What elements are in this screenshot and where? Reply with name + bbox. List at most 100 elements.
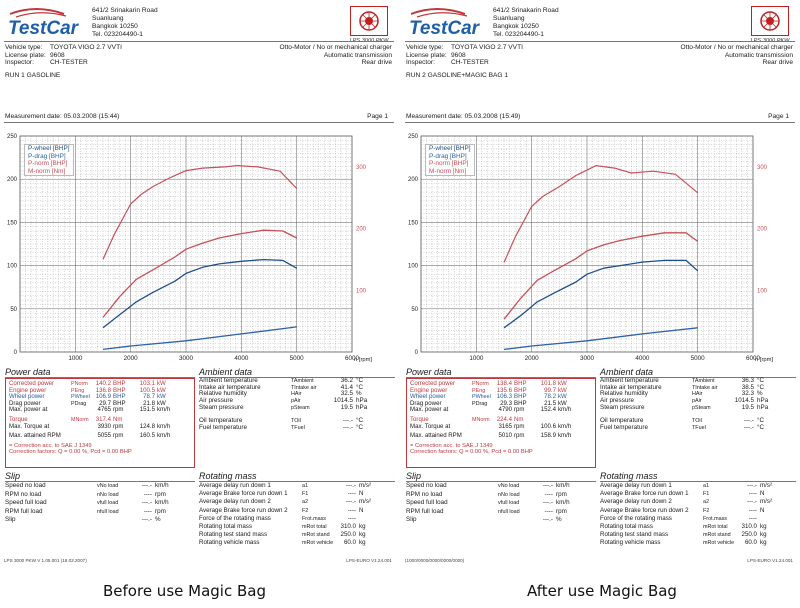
max-torque-label: Max. Torque at xyxy=(9,422,50,430)
inspector: CH-TESTER xyxy=(451,59,489,67)
max-rpm-unit: rpm xyxy=(113,432,124,440)
ambient-unit: hPa xyxy=(757,397,769,405)
rotating-value: ---.- xyxy=(346,498,356,506)
ambient-row: Steam pressure pSteam 19.5 hPa xyxy=(199,404,395,412)
legend-item-p-norm: P-norm [BHP] xyxy=(429,160,469,168)
rotating-unit: m/s² xyxy=(760,498,773,506)
ambient-value: 41.4 xyxy=(340,383,353,391)
address-line: Bangkok 10250 xyxy=(493,23,539,30)
rotating-unit: kg xyxy=(359,539,366,547)
ambient-label: Intake air temperature xyxy=(199,383,261,391)
max-rpm-speed: 158.9 xyxy=(540,432,556,440)
ambient-symbol xyxy=(291,411,321,418)
chart-legend: P-wheel [BHP] P-drag [BHP] P-norm [BHP] … xyxy=(425,144,475,177)
legend-item-p-drag: P-drag [BHP] xyxy=(28,152,66,160)
slip-label: Speed no load xyxy=(5,482,46,489)
power-value-bhp: 106.9 xyxy=(95,393,111,401)
power-unit-bhp: rpm xyxy=(514,406,525,414)
company-address: 641/2 Srinakarin Road Suanluang Bangkok … xyxy=(493,7,559,39)
engine-config: Otto-Motor / No or mechanical charger Au… xyxy=(279,44,392,67)
rotating-row: Average Brake force run down 1 F1 ---- N xyxy=(600,490,796,498)
ambient-symbol: pSteam xyxy=(692,404,711,411)
rotating-unit: kg xyxy=(760,522,767,530)
rotating-row: Average Brake force run down 1 F1 ---- N xyxy=(199,490,395,498)
y-right-tick-label: 300 xyxy=(356,165,367,171)
slip-title: Slip xyxy=(5,471,195,482)
x-tick-label: 3000 xyxy=(179,355,194,362)
series-line-m-norm xyxy=(102,164,298,260)
vehicle-info: Vehicle type: TOYOTA VIGO 2.7 VVTI Licens… xyxy=(406,44,523,67)
slip-unit: km/h xyxy=(155,499,169,507)
rotating-unit: N xyxy=(359,506,364,514)
x-tick-label: 1000 xyxy=(469,355,484,362)
power-unit-bhp: BHP xyxy=(514,399,527,407)
power-unit-kw: km/h xyxy=(157,406,171,414)
slip-rows: Speed no load vNo load ---.- km/h RPM no loa… xyxy=(5,482,195,525)
rotating-value: ---.- xyxy=(346,482,356,489)
slip-section: Slip Speed no load vNo load ---.- km/h RPM n… xyxy=(5,471,195,525)
slip-row: Speed full load vfull load ---.- km/h xyxy=(406,499,596,508)
rotating-value: 60.0 xyxy=(744,539,757,547)
slip-section: Slip Speed no load vNo load ---.- km/h RPM n… xyxy=(406,471,596,525)
slip-row: Speed no load vNo load ---.- km/h xyxy=(406,482,596,491)
slip-rows: Speed no load vNo load ---.- km/h RPM no loa… xyxy=(406,482,596,525)
power-value-bhp: 4765 xyxy=(97,406,111,414)
slip-unit: % xyxy=(155,516,161,524)
slip-label: Slip xyxy=(406,516,417,524)
power-symbol xyxy=(71,407,93,414)
address-line: 641/2 Srinakarin Road xyxy=(92,7,158,14)
ambient-row: Relative humidity HAir 32.3% xyxy=(600,391,796,398)
license-plate-label: License plate: xyxy=(406,51,447,59)
power-value-kw: 100.5 xyxy=(139,386,155,394)
ambient-value: 19.5 xyxy=(741,403,754,411)
power-unit-bhp: rpm xyxy=(113,406,124,414)
ambient-unit: % xyxy=(757,390,763,398)
power-label: Wheel power xyxy=(410,393,446,401)
ambient-row: Air pressure pAir 1014.5 hPa xyxy=(199,397,395,405)
rotating-label: Average delay run down 2 xyxy=(600,498,672,506)
legend-item-p-wheel: P-wheel [BHP] xyxy=(429,145,471,152)
inspector-label: Inspector: xyxy=(5,59,34,67)
ambient-value: ---.- xyxy=(342,417,353,425)
power-value-kw: 78.7 xyxy=(143,393,155,401)
power-label: Engine power xyxy=(9,386,47,394)
max-rpm-value: 5055 xyxy=(97,432,111,440)
max-torque-speed-unit: km/h xyxy=(558,422,572,430)
rotating-symbol: mRot stand xyxy=(302,532,330,539)
power-value-bhp: 29.7 xyxy=(99,399,111,407)
y-tick-label: 250 xyxy=(7,134,18,140)
power-data-title: Power data xyxy=(406,367,596,378)
slip-row: RPM no load nNo load ---- rpm xyxy=(406,491,596,500)
ambient-data-section: Ambient data Ambient temperature TAmbient… xyxy=(600,367,796,432)
page-number: Page 1 xyxy=(367,113,388,120)
series-line-m-norm xyxy=(503,164,699,263)
y-tick-label: 50 xyxy=(411,307,418,313)
x-axis-label: n [rpm] xyxy=(755,357,773,363)
power-unit-kw: km/h xyxy=(558,406,572,414)
power-value-bhp: 135.6 xyxy=(496,386,512,394)
power-symbol: PWheel xyxy=(472,394,491,401)
power-rows: Corrected power PNorm 140.2 BHP 103.1 kW Engin… xyxy=(9,380,191,414)
power-row: Engine power PEng 136.8 BHP 100.5 kW xyxy=(9,386,191,395)
power-label: Engine power xyxy=(410,386,448,394)
ambient-label: Relative humidity xyxy=(600,390,648,398)
max-torque-speed: 100.6 xyxy=(540,422,556,430)
engine-type: Otto-Motor / No or mechanical charger xyxy=(680,44,793,51)
ambient-label: Ambient temperature xyxy=(600,377,659,384)
power-data-box: Corrected power PNorm 138.4 BHP 101.8 kW Engin… xyxy=(406,378,596,468)
power-symbol: PDrag xyxy=(71,400,87,407)
x-tick-label: 4000 xyxy=(635,355,650,362)
ambient-label: Fuel temperature xyxy=(199,423,247,431)
y-tick-label: 250 xyxy=(408,134,419,140)
power-symbol xyxy=(472,407,494,414)
ambient-rows: Ambient temperature TAmbient 36.2 °C Intake … xyxy=(199,377,395,432)
ambient-unit: % xyxy=(356,390,362,398)
power-label: Max. power at xyxy=(410,406,449,414)
slip-symbol: nNo load xyxy=(498,491,520,498)
ambient-value: ---.- xyxy=(743,417,754,425)
x-tick-label: 1000 xyxy=(68,355,83,362)
rotating-label: Average Brake force run down 2 xyxy=(600,506,689,514)
x-tick-label: 3000 xyxy=(580,355,595,362)
max-rpm-unit: rpm xyxy=(514,432,525,440)
slip-symbol xyxy=(498,516,528,525)
